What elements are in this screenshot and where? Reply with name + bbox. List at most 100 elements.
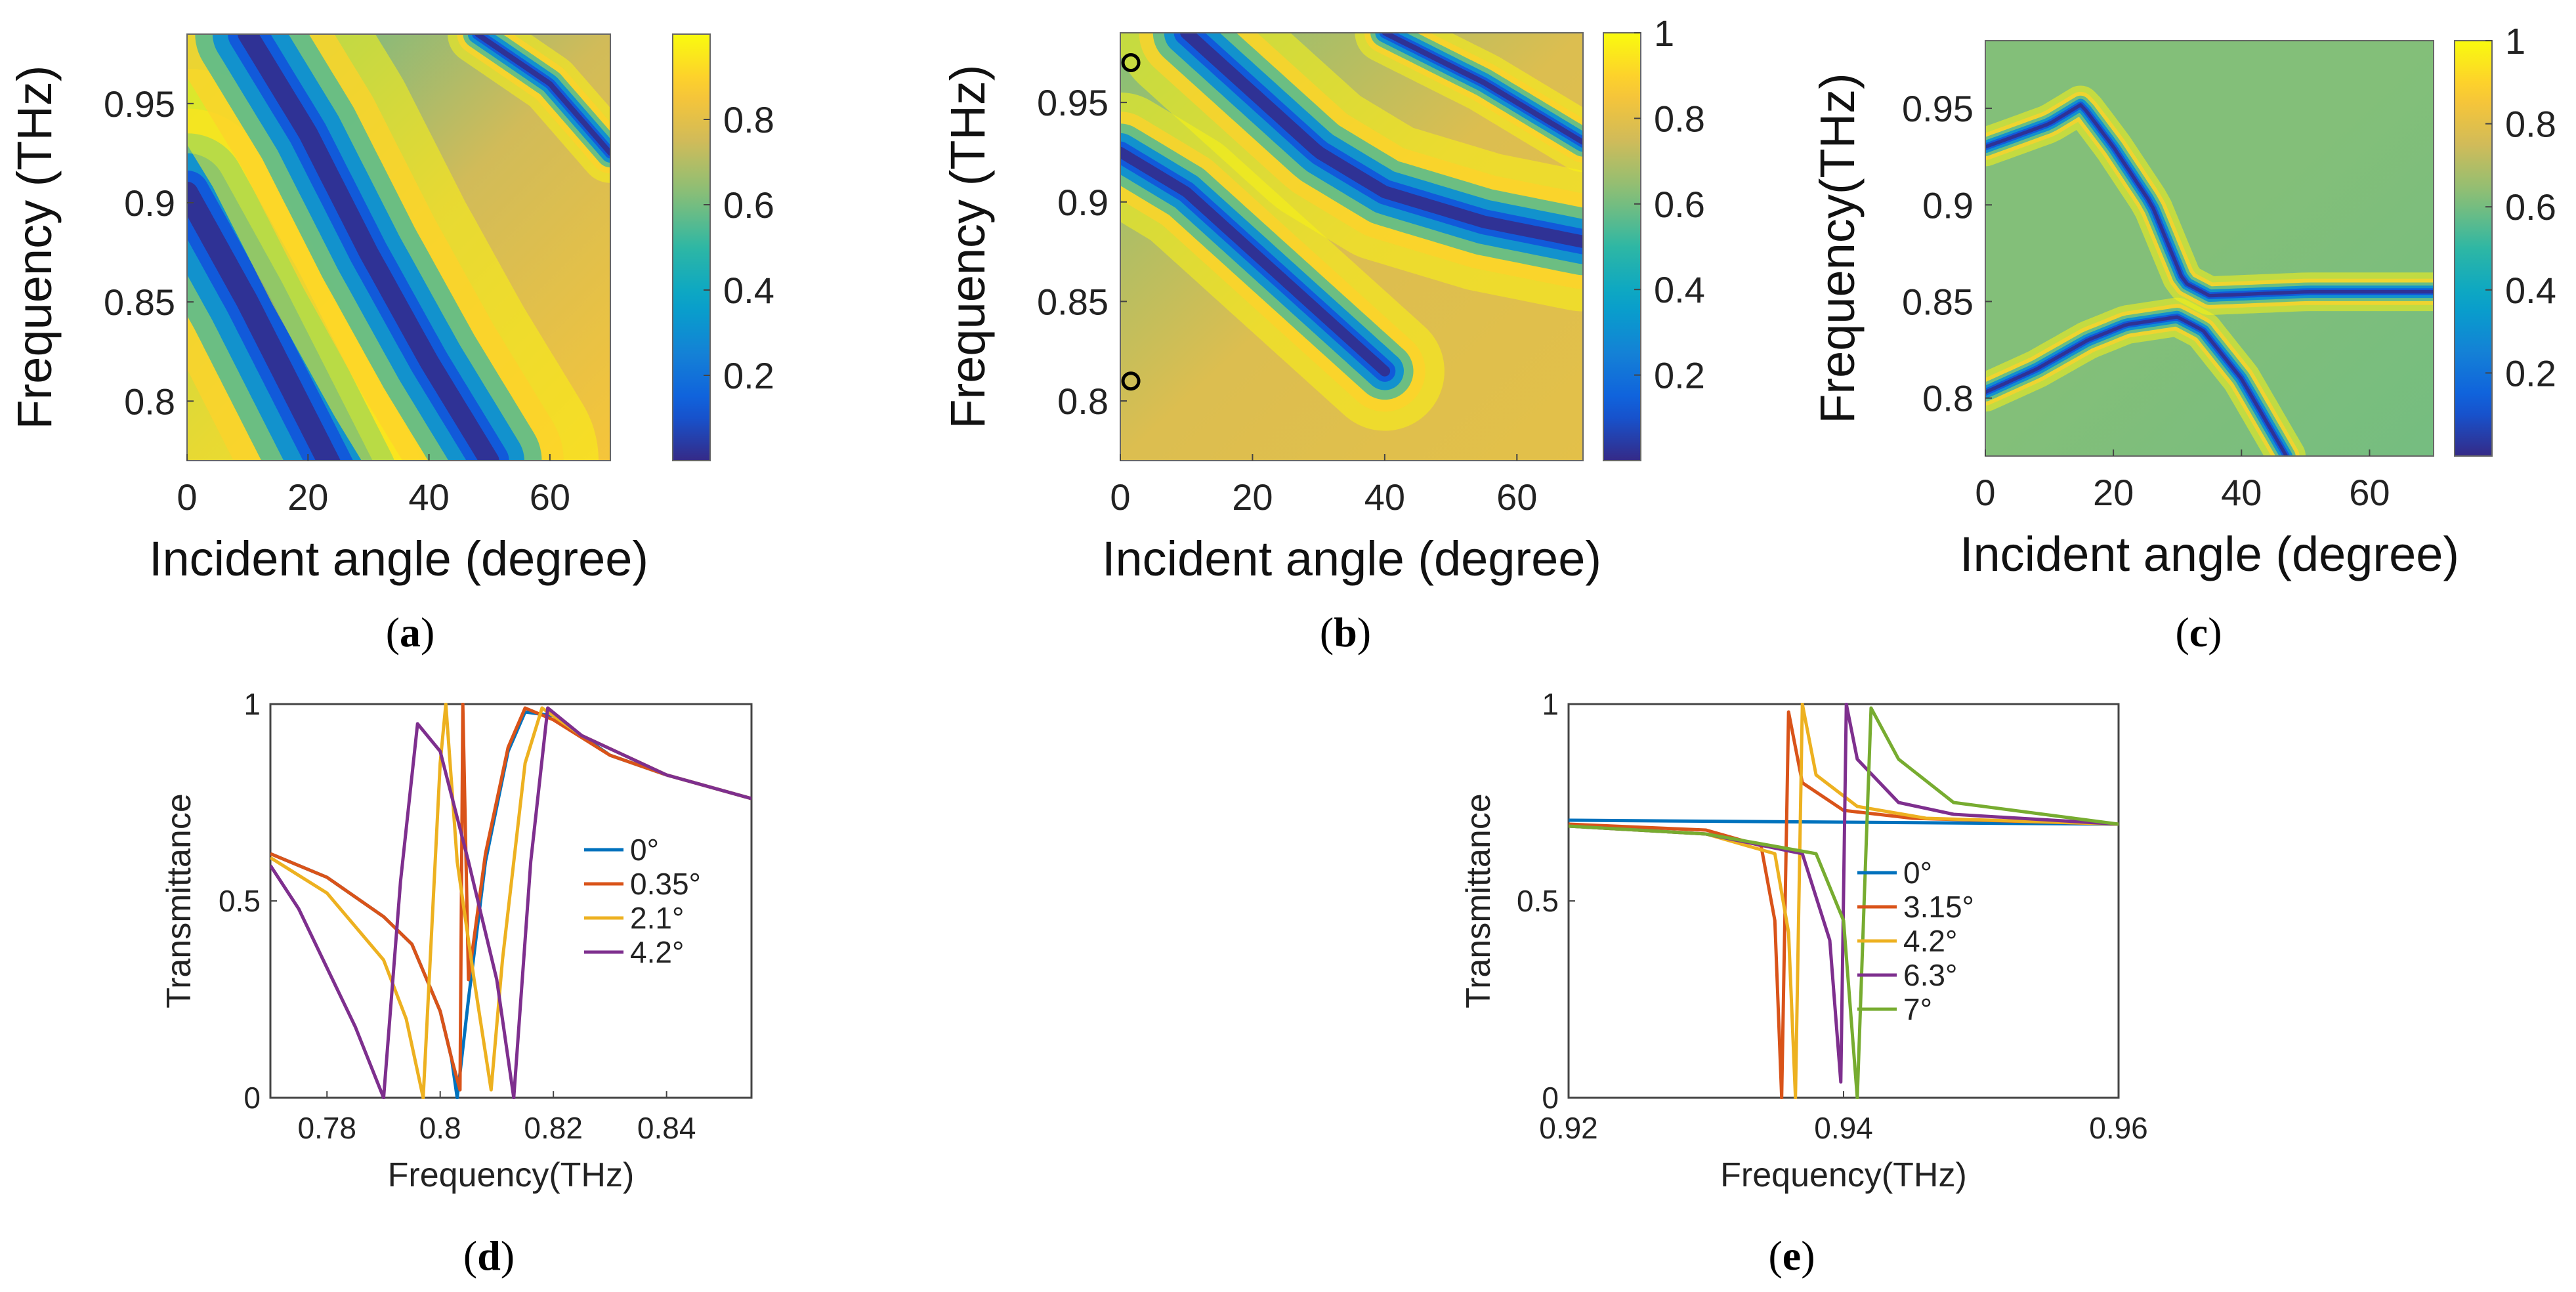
line-chart-e-plot: 0.92 0.94 0.96 0 0.5 1 Frequency(THz) Transmitt… [1460, 687, 2148, 1194]
x-axis-label: Incident angle (degree) [1960, 527, 2459, 581]
legend-label-4: 7° [1903, 992, 1932, 1026]
y-tick-label: 0 [243, 1081, 261, 1115]
line-chart-d-plot: 0.78 0.8 0.82 0.84 0 0.5 1 Frequency(THz) Transm… [160, 687, 753, 1194]
y-axis-label: Transmittance [1460, 793, 1498, 1009]
dip-band-2-layer-5 [1382, 33, 1583, 145]
colorbar [2454, 40, 2493, 457]
colorbar-tick-label: 0.6 [1654, 184, 1705, 225]
x-tick-label: 0 [1975, 472, 1995, 513]
x-tick-label: 0.84 [637, 1111, 696, 1145]
x-tick-label: 40 [408, 476, 449, 518]
y-tick-label: 0.9 [1922, 184, 1974, 226]
panel-d: 0.78 0.8 0.82 0.84 0 0.5 1 Frequency(THz) Transm… [160, 687, 753, 1279]
panel-c-label: (c) [2175, 609, 2222, 656]
panel-e: 0.92 0.94 0.96 0 0.5 1 Frequency(THz) Transmitt… [1460, 687, 2148, 1279]
heatmap-c-plot: 0 20 40 60 0.8 0.85 0.9 0.95 Incident angle (deg… [1810, 20, 2556, 581]
x-tick-label: 0 [1110, 476, 1130, 518]
heatmap-a-plot: 0 20 40 60 0.8 0.85 0.9 0.95 Incident angle (deg… [7, 33, 774, 586]
legend-label-1: 0.35° [630, 867, 701, 901]
dip-band-0-layer-5 [1120, 146, 1391, 377]
plot-frame [1985, 40, 2434, 457]
x-tick-label: 0.96 [2089, 1111, 2148, 1145]
y-tick-label: 1 [243, 687, 261, 721]
y-tick-label: 0.8 [1922, 378, 1974, 419]
y-tick-label: 0.5 [219, 884, 261, 918]
colorbar-tick-label: 0.4 [723, 270, 774, 311]
legend-label-3: 6.3° [1903, 958, 1957, 992]
legend-label-2: 2.1° [630, 901, 684, 935]
x-tick-label: 0.78 [297, 1111, 356, 1145]
x-axis-label: Frequency(THz) [1720, 1156, 1967, 1194]
colorbar-tick-label: 0.4 [2505, 270, 2556, 311]
dip-band-0-layer-5 [187, 181, 341, 461]
marker-circle-0 [1121, 52, 1141, 72]
panel-e-label: (e) [1768, 1232, 1815, 1279]
x-tick-label: 0.8 [419, 1111, 461, 1145]
x-tick-label: 20 [1232, 476, 1273, 518]
heatmap-field [187, 34, 610, 461]
colorbar-tick-label: 0.8 [723, 99, 774, 140]
y-tick-label: 0.8 [1057, 381, 1109, 422]
series-group [270, 703, 751, 1099]
colorbar-tick-label: 0.2 [723, 355, 774, 396]
y-tick-label: 0.95 [104, 83, 175, 125]
x-tick-label: 40 [1364, 476, 1405, 518]
heatmap-field [1120, 33, 1583, 461]
colorbar-tick-label: 0.6 [2505, 186, 2556, 228]
legend-label-1: 3.15° [1903, 890, 1974, 924]
panel-a-label: (a) [386, 609, 435, 656]
plot-frame [186, 33, 611, 461]
x-axis-label: Frequency(THz) [388, 1156, 635, 1194]
y-tick-label: 0.9 [124, 182, 175, 224]
colorbar-tick-label: 0.6 [723, 184, 774, 226]
series-line-4 [1569, 706, 2119, 1099]
marker-circle-1 [1121, 371, 1141, 391]
colorbar-tick-label: 0.2 [1654, 355, 1705, 396]
y-tick-label: 1 [1542, 687, 1559, 721]
x-axis-label: Incident angle (degree) [149, 531, 648, 586]
series-group [1569, 703, 2119, 1099]
y-tick-label: 0.95 [1902, 88, 1974, 129]
heatmap-field [1985, 41, 2434, 456]
colorbar-tick-label: 0.8 [1654, 98, 1705, 139]
panel-b-label: (b) [1320, 609, 1371, 656]
panel-d-label: (d) [463, 1232, 515, 1279]
x-tick-label: 0 [177, 476, 197, 518]
legend: 0°0.35°2.1°4.2° [584, 833, 701, 969]
colorbar-tick-label: 0.2 [2505, 352, 2556, 394]
dip-band-1-layer-5 [1180, 33, 1583, 248]
x-axis-label: Incident angle (degree) [1102, 531, 1601, 586]
colorbar-tick-label: 0.4 [1654, 269, 1705, 310]
panel-c: 0 20 40 60 0.8 0.85 0.9 0.95 Incident angle (deg… [1810, 20, 2556, 656]
plot-frame [1120, 32, 1584, 461]
y-axis-label: Frequency(THz) [1810, 73, 1865, 424]
panel-a: 0 20 40 60 0.8 0.85 0.9 0.95 Incident angle (deg… [7, 33, 774, 656]
dip-band-1-layer-5 [238, 34, 499, 461]
y-tick-label: 0.85 [1037, 281, 1109, 322]
x-tick-label: 0.82 [524, 1111, 583, 1145]
y-tick-label: 0 [1542, 1081, 1559, 1115]
dip-band-0-layer-5 [1985, 103, 2434, 298]
legend-label-0: 0° [1903, 856, 1932, 890]
legend-label-3: 4.2° [630, 935, 684, 969]
y-tick-label: 0.85 [1902, 281, 1974, 322]
x-tick-label: 60 [530, 476, 570, 518]
x-tick-label: 60 [2349, 472, 2390, 513]
legend-label-0: 0° [630, 833, 659, 867]
y-axis-label: Frequency (THz) [7, 65, 62, 429]
y-tick-label: 0.95 [1037, 82, 1109, 123]
y-tick-label: 0.85 [104, 281, 175, 323]
x-tick-label: 20 [287, 476, 328, 518]
colorbar [1603, 32, 1641, 461]
x-tick-label: 0.92 [1539, 1111, 1598, 1145]
x-tick-label: 20 [2093, 472, 2134, 513]
colorbar-tick-label: 1 [2505, 20, 2525, 62]
x-tick-label: 40 [2221, 472, 2262, 513]
colorbar-tick-label: 1 [1654, 12, 1674, 54]
y-tick-label: 0.5 [1517, 884, 1559, 918]
legend: 0°3.15°4.2°6.3°7° [1857, 856, 1974, 1026]
y-tick-label: 0.8 [124, 381, 175, 422]
legend-label-2: 4.2° [1903, 924, 1957, 958]
panel-b: 0 20 40 60 0.8 0.85 0.9 0.95 Incident angle (deg… [940, 12, 1705, 656]
